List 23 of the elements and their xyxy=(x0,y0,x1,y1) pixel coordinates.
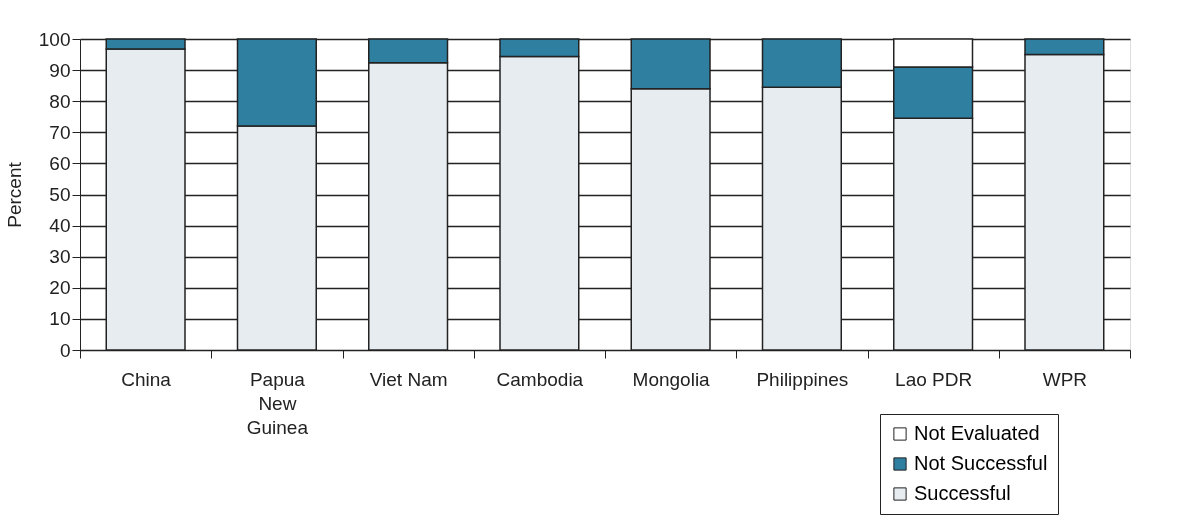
x-tick-label: Mongolia xyxy=(632,368,711,390)
y-tick-label: 30 xyxy=(49,246,71,268)
y-tick-label: 70 xyxy=(49,121,71,143)
y-tick-label: 100 xyxy=(38,28,71,50)
legend-label: Not Evaluated xyxy=(914,422,1040,444)
x-tick-label: Viet Nam xyxy=(369,368,448,390)
y-tick-label: 80 xyxy=(49,90,71,112)
x-tick-label: Philippines xyxy=(756,368,849,390)
y-tick-label: 20 xyxy=(49,277,71,299)
y-tick-label: 50 xyxy=(49,184,71,205)
x-tick-label: Cambodia xyxy=(496,368,584,390)
y-tick-label: 0 xyxy=(59,339,71,361)
x-tick-label: China xyxy=(121,368,172,390)
legend-label: Successful xyxy=(914,482,1011,504)
y-tick-label: 10 xyxy=(49,308,71,330)
y-tick-label: 40 xyxy=(49,215,71,237)
x-tick-label: Lao PDR xyxy=(895,368,973,390)
x-tick-label: Papua New Guinea xyxy=(246,368,309,438)
y-tick-label: 90 xyxy=(49,59,71,81)
y-tick-label: 60 xyxy=(49,152,71,174)
legend-label: Not Successful xyxy=(914,452,1048,474)
y-axis-title: Percent xyxy=(3,161,25,228)
x-tick-label: WPR xyxy=(1042,368,1088,390)
